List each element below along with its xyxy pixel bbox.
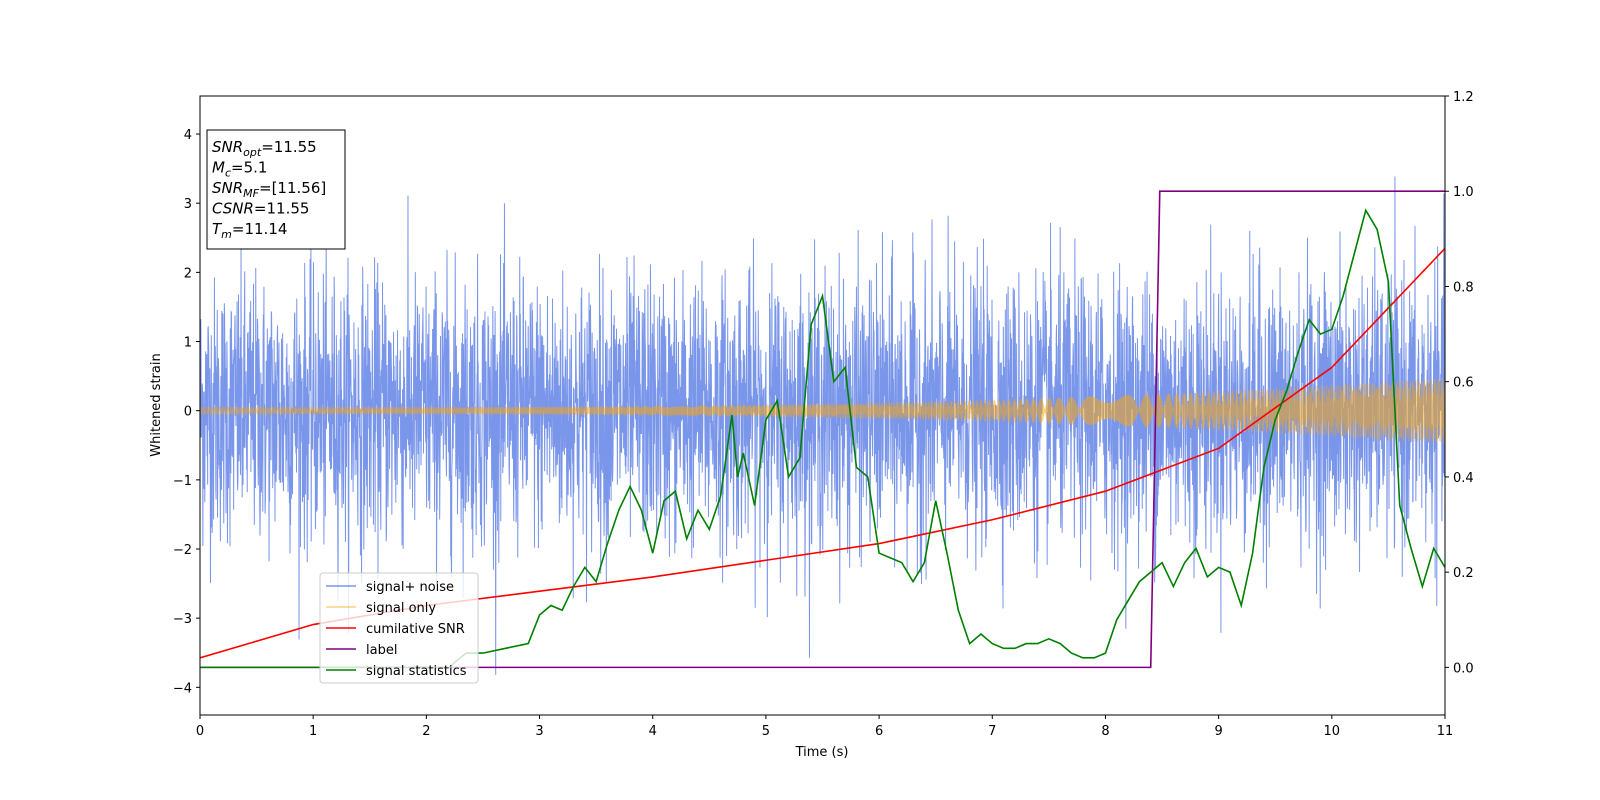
series-label <box>200 190 1445 669</box>
legend-label: label <box>366 643 397 658</box>
x-tick-label: 11 <box>1437 724 1454 739</box>
axes-ticks: 0 1 2 3 4 5 6 7 8 9 10 11 −4 −3 −2 −1 0 1 2 3 4 0.0 0.2 0.4 0.6 0… <box>173 90 1474 739</box>
legend-signal-only: signal only <box>326 601 436 616</box>
y-left-tick-label: −1 <box>173 474 192 489</box>
x-axis-label: Time (s) <box>795 745 849 760</box>
info-box-frame <box>206 129 346 250</box>
y-left-tick-label: 2 <box>184 266 192 281</box>
x-tick-label: 3 <box>535 724 543 739</box>
x-tick-label: 8 <box>1101 724 1109 739</box>
legend-signal-statistics: signal statistics <box>326 664 467 679</box>
y-left-tick-label: −3 <box>173 612 192 627</box>
legend-label: signal+ noise <box>366 580 454 595</box>
plot-frame <box>199 95 1446 716</box>
series-signal-only <box>200 378 1445 444</box>
y-left-tick-label: 3 <box>184 197 192 212</box>
x-tick-label: 2 <box>422 724 430 739</box>
y-axis-label: Whitened strain <box>149 353 164 456</box>
x-tick-label: 4 <box>649 724 657 739</box>
x-tick-label: 1 <box>309 724 317 739</box>
info-line: SNRopt=11.55 <box>212 138 317 159</box>
x-tick-label: 0 <box>196 724 204 739</box>
y-left-tick-label: 4 <box>184 128 192 143</box>
info-line: SNRMF=[11.56] <box>212 179 326 200</box>
info-line: Mc=5.1 <box>212 159 267 180</box>
legend: signal+ noise signal only cumilative SNR la… <box>319 572 479 684</box>
x-tick-label: 7 <box>988 724 996 739</box>
series-signal-statistics <box>200 208 1445 669</box>
y-right-tick-label: 0.0 <box>1453 661 1474 676</box>
x-tick-label: 9 <box>1214 724 1222 739</box>
legend-label: signal only <box>366 601 436 616</box>
info-line: CSNR=11.55 <box>212 200 309 218</box>
y-left-tick-label: −4 <box>173 681 192 696</box>
legend-label: signal statistics <box>366 664 467 679</box>
legend-frame <box>319 572 479 684</box>
y-left-tick-label: 1 <box>184 336 192 351</box>
y-right-tick-label: 0.6 <box>1453 376 1474 391</box>
x-tick-label: 10 <box>1324 724 1341 739</box>
y-left-tick-label: 0 <box>184 405 192 420</box>
y-right-tick-label: 1.2 <box>1453 90 1474 105</box>
x-tick-label: 5 <box>762 724 770 739</box>
info-box: SNRopt=11.55Mc=5.1SNRMF=[11.56]CSNR=11.5… <box>206 129 346 250</box>
info-line: Tm=11.14 <box>212 220 287 241</box>
y-right-tick-label: 1.0 <box>1453 185 1474 200</box>
x-tick-label: 6 <box>875 724 883 739</box>
legend-label: label <box>326 643 397 658</box>
legend-signal-noise: signal+ noise <box>326 580 454 595</box>
y-right-tick-label: 0.2 <box>1453 566 1474 581</box>
y-left-tick-label: −2 <box>173 543 192 558</box>
y-right-tick-label: 0.4 <box>1453 471 1474 486</box>
legend-cumulative-snr: cumilative SNR <box>326 622 465 637</box>
legend-label: cumilative SNR <box>366 622 465 637</box>
y-right-tick-label: 0.8 <box>1453 280 1474 295</box>
